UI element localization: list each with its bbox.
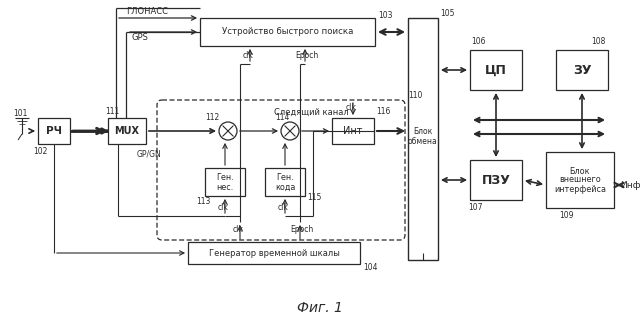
Text: Ген.: Ген. xyxy=(276,173,294,182)
Text: MUX: MUX xyxy=(115,126,140,136)
Text: clk: clk xyxy=(243,52,253,60)
Text: 107: 107 xyxy=(468,204,483,212)
Text: интерфейса: интерфейса xyxy=(554,185,606,194)
Bar xyxy=(556,50,608,90)
Text: РЧ: РЧ xyxy=(46,126,62,136)
Text: 108: 108 xyxy=(591,37,605,46)
Bar xyxy=(332,118,374,144)
Text: внешнего: внешнего xyxy=(559,175,601,185)
Bar xyxy=(38,118,70,144)
Text: 104: 104 xyxy=(363,262,378,271)
Text: 101: 101 xyxy=(13,108,28,117)
Bar xyxy=(108,118,146,144)
Text: нес.: нес. xyxy=(216,182,234,191)
Bar xyxy=(205,168,245,196)
Text: Блок: Блок xyxy=(570,167,590,177)
Text: GP/GN: GP/GN xyxy=(137,149,162,158)
Text: Блок: Блок xyxy=(413,126,433,135)
Text: ГЛОНАСС: ГЛОНАСС xyxy=(126,7,168,17)
Bar xyxy=(470,50,522,90)
Text: обмена: обмена xyxy=(408,137,438,146)
Text: GPS: GPS xyxy=(132,33,149,42)
Text: Epoch: Epoch xyxy=(291,226,314,235)
Bar xyxy=(188,242,360,264)
Text: 103: 103 xyxy=(378,11,392,20)
Text: 115: 115 xyxy=(307,194,321,203)
Text: 110: 110 xyxy=(408,92,422,100)
Text: ПЗУ: ПЗУ xyxy=(481,173,511,187)
Text: clk: clk xyxy=(232,226,243,235)
Text: Следящий канал: Следящий канал xyxy=(274,108,348,116)
Text: 109: 109 xyxy=(559,212,573,220)
Text: 106: 106 xyxy=(471,37,485,46)
Text: Ген.: Ген. xyxy=(216,173,234,182)
Text: Устройство быстрого поиска: Устройство быстрого поиска xyxy=(222,28,353,36)
Text: Инт: Инт xyxy=(343,126,363,136)
Text: ЗУ: ЗУ xyxy=(573,63,591,76)
Text: Генератор временной шкалы: Генератор временной шкалы xyxy=(209,249,339,258)
Text: clk: clk xyxy=(346,103,356,113)
Text: 111: 111 xyxy=(105,108,119,116)
Bar xyxy=(408,18,438,260)
Text: кода: кода xyxy=(275,182,295,191)
Text: 116: 116 xyxy=(376,108,390,116)
Text: 102: 102 xyxy=(33,147,47,156)
Text: clk: clk xyxy=(218,204,228,212)
Bar xyxy=(265,168,305,196)
Text: 114: 114 xyxy=(275,114,289,123)
Text: Инф: Инф xyxy=(620,180,640,189)
Text: 112: 112 xyxy=(205,114,219,123)
Text: 113: 113 xyxy=(196,197,210,206)
Text: Фиг. 1: Фиг. 1 xyxy=(297,301,343,315)
Text: Epoch: Epoch xyxy=(296,52,319,60)
Text: 105: 105 xyxy=(440,9,454,18)
Bar xyxy=(546,152,614,208)
Text: ЦП: ЦП xyxy=(485,63,507,76)
Bar xyxy=(470,160,522,200)
Text: clk: clk xyxy=(278,204,289,212)
Bar xyxy=(200,18,375,46)
